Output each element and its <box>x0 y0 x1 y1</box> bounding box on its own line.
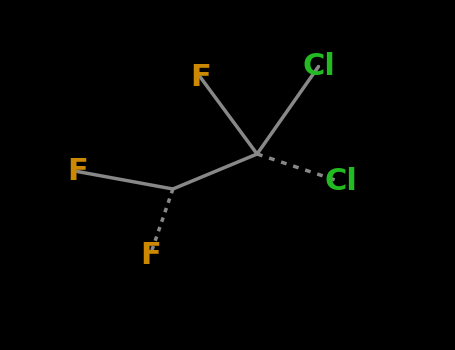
Text: F: F <box>67 157 88 186</box>
Text: Cl: Cl <box>325 168 358 196</box>
Text: F: F <box>190 63 211 91</box>
Text: Cl: Cl <box>302 52 335 81</box>
Text: F: F <box>140 241 161 270</box>
